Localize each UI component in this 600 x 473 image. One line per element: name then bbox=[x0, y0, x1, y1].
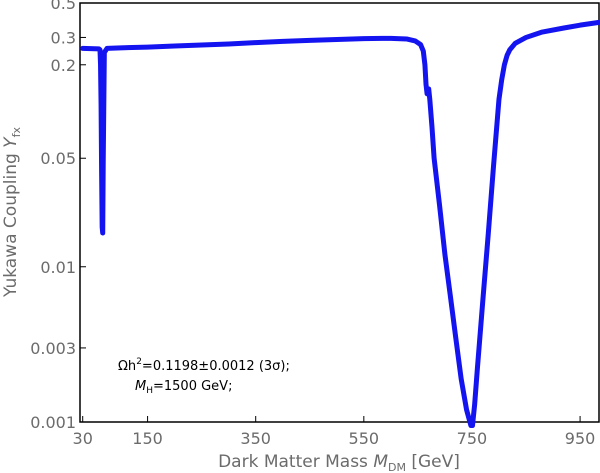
y-tick-label: 0.2 bbox=[51, 56, 76, 75]
y-tick-label: 0.05 bbox=[40, 149, 76, 168]
x-tick-label: 750 bbox=[457, 429, 488, 448]
y-tick-label: 0.01 bbox=[40, 258, 76, 277]
x-axis-ticks: 30 150 350 550 750 950 bbox=[73, 416, 596, 448]
y-tick-label: 0.5 bbox=[51, 0, 76, 13]
x-axis-label: Dark Matter Mass MDM [GeV] bbox=[218, 452, 460, 473]
x-tick-label: 950 bbox=[565, 429, 596, 448]
y-tick-label: 0.003 bbox=[30, 339, 76, 358]
annotation-higgs-mass: MH=1500 GeV; bbox=[135, 379, 232, 396]
annotation-relic-density: Ωh2=0.1198±0.0012 (3σ); bbox=[118, 357, 290, 374]
x-tick-label: 350 bbox=[240, 429, 271, 448]
y-axis-ticks: 0.001 0.003 0.01 0.05 0.2 0.3 0.5 bbox=[30, 0, 86, 432]
plot-frame bbox=[79, 2, 600, 423]
y-tick-label: 0.3 bbox=[51, 28, 76, 47]
x-tick-label: 30 bbox=[73, 429, 93, 448]
y-tick-label: 0.001 bbox=[30, 413, 76, 432]
x-tick-label: 550 bbox=[349, 429, 380, 448]
series-line bbox=[80, 19, 600, 428]
x-tick-label: 150 bbox=[132, 429, 163, 448]
y-axis-label: Yukawa Coupling Yfx bbox=[1, 127, 23, 298]
